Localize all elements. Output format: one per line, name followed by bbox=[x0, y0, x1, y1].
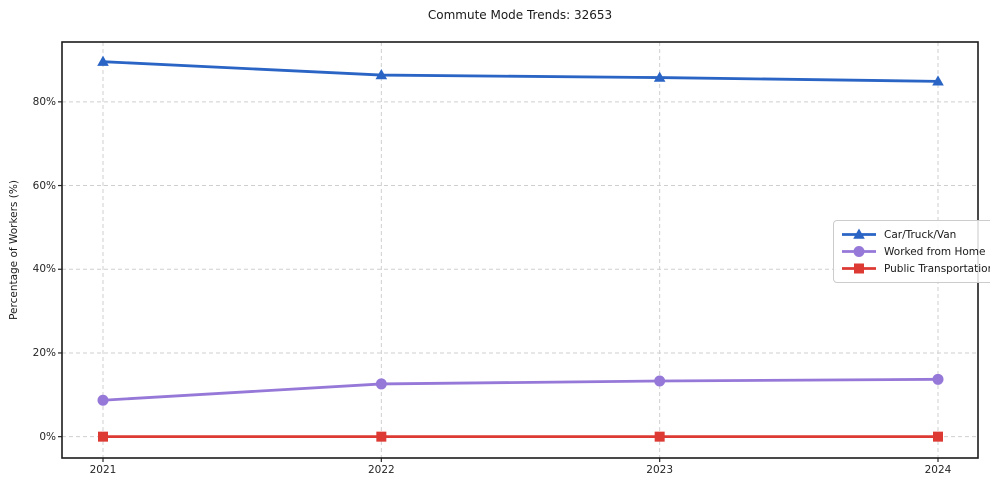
x-tick-label: 2023 bbox=[646, 464, 674, 476]
x-tick-label: 2022 bbox=[367, 464, 395, 476]
series-line-car-truck-van bbox=[102, 60, 939, 83]
square-marker-icon bbox=[654, 431, 665, 442]
legend-item-label: Public Transportation bbox=[884, 262, 990, 275]
x-tick-label: 2021 bbox=[89, 464, 117, 476]
chart-title: Commute Mode Trends: 32653 bbox=[427, 8, 613, 22]
square-marker-icon bbox=[376, 431, 387, 442]
circle-marker-icon bbox=[932, 373, 944, 385]
legend: Car/Truck/Van Worked from Home Public Tran… bbox=[833, 220, 990, 283]
y-tick-label: 0% bbox=[39, 430, 56, 443]
legend-line-sample bbox=[842, 246, 876, 257]
circle-marker-icon bbox=[97, 394, 109, 406]
legend-item-label: Worked from Home bbox=[884, 245, 986, 258]
legend-item-car-truck-van: Car/Truck/Van bbox=[842, 226, 990, 243]
y-tick-label: 80% bbox=[32, 95, 56, 108]
triangle-marker-icon bbox=[853, 228, 865, 239]
square-marker-icon bbox=[854, 263, 864, 274]
square-marker-icon bbox=[98, 431, 108, 442]
series-line-worked-from-home bbox=[102, 377, 939, 402]
circle-marker-icon bbox=[853, 246, 865, 257]
triangle-marker-icon bbox=[653, 71, 666, 82]
triangle-marker-icon bbox=[375, 69, 388, 80]
circle-marker-icon bbox=[654, 375, 666, 387]
y-tick-label: 40% bbox=[32, 263, 56, 276]
legend-item-label: Car/Truck/Van bbox=[884, 228, 957, 241]
legend-item-public-transportation: Public Transportation bbox=[842, 260, 990, 277]
circle-marker-icon bbox=[375, 378, 387, 390]
y-tick-label: 20% bbox=[32, 346, 56, 359]
legend-line-sample bbox=[842, 228, 876, 239]
y-tick-label: 60% bbox=[32, 179, 56, 192]
x-tick-label: 2024 bbox=[924, 464, 952, 476]
legend-line-sample bbox=[842, 263, 876, 274]
square-marker-icon bbox=[933, 431, 943, 442]
triangle-marker-icon bbox=[932, 75, 944, 86]
triangle-marker-icon bbox=[97, 55, 109, 66]
legend-item-worked-from-home: Worked from Home bbox=[842, 243, 990, 260]
